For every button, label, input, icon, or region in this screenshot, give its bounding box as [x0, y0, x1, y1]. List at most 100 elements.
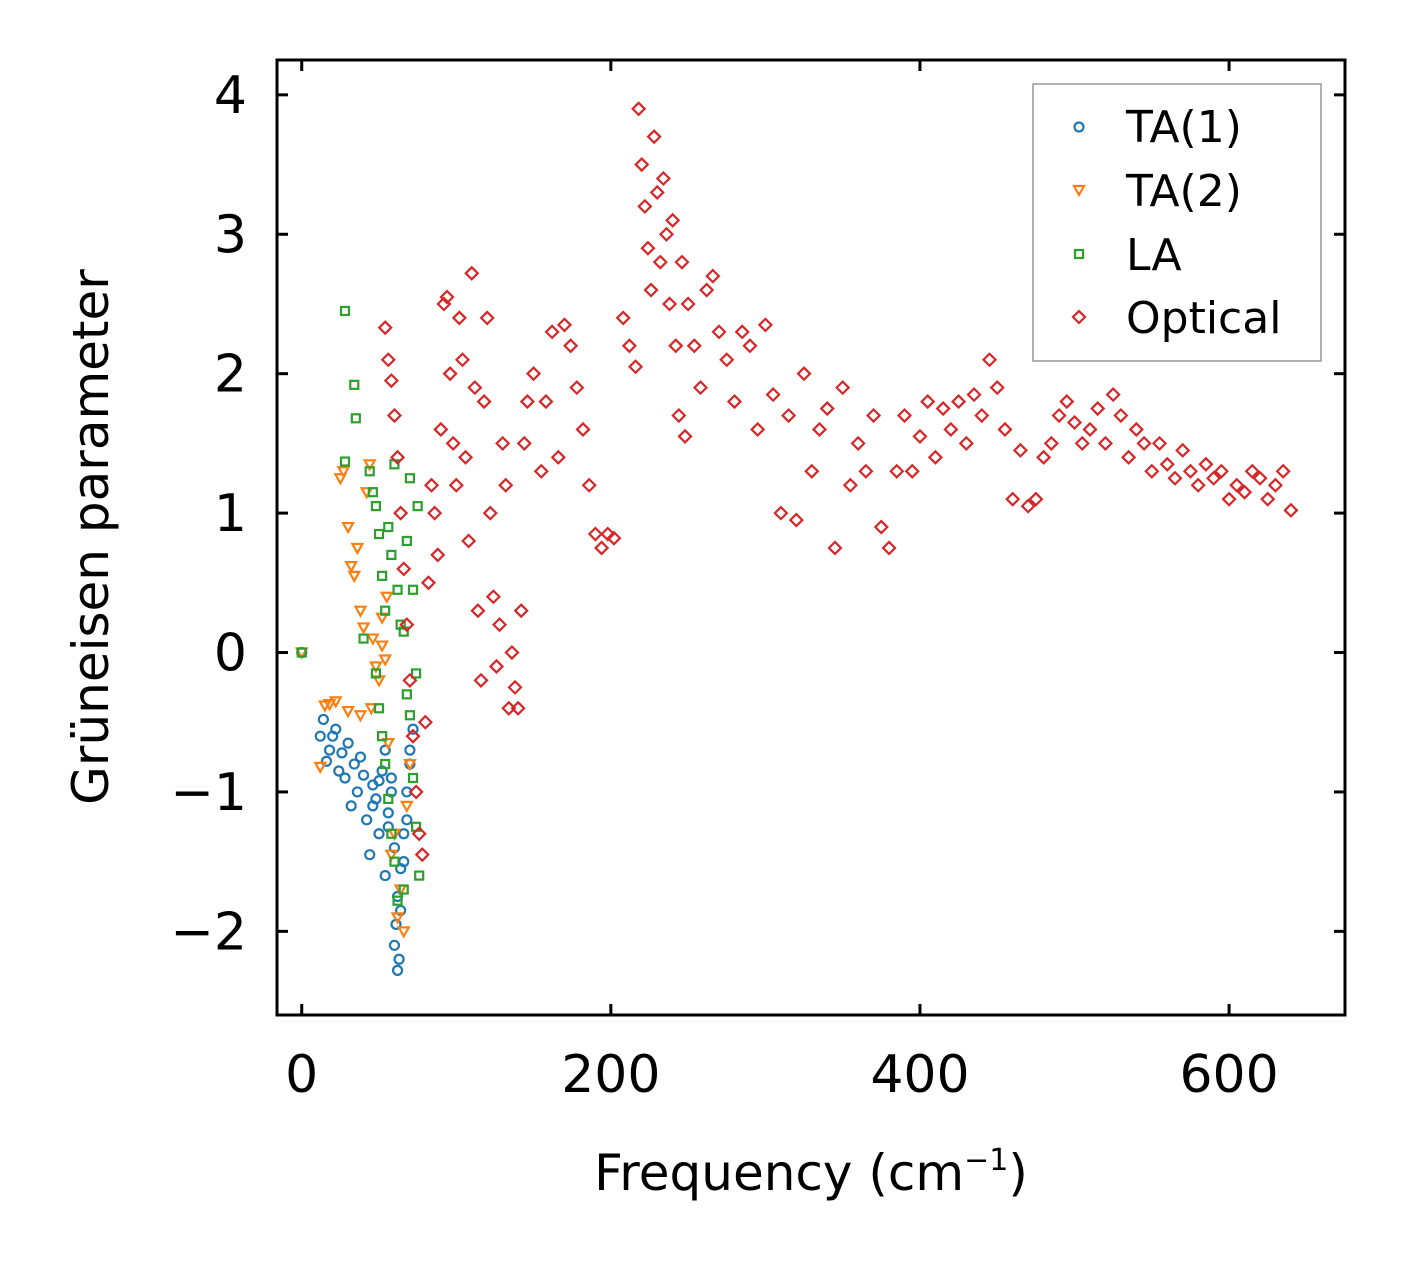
data-point-optical: [773, 505, 789, 521]
data-point-optical: [652, 254, 668, 270]
data-point-optical: [686, 338, 702, 354]
data-point-ta1: [317, 713, 329, 726]
data-point-optical: [1190, 477, 1206, 493]
data-point-optical: [927, 449, 943, 465]
data-point-optical: [943, 421, 959, 438]
data-point-optical: [1260, 491, 1276, 507]
data-point-la: [401, 535, 412, 547]
x-tick-label: 400: [870, 1045, 969, 1105]
data-point-optical: [835, 380, 851, 396]
data-point-optical: [1066, 414, 1083, 431]
data-point-optical: [411, 826, 427, 842]
data-point-optical: [594, 540, 610, 556]
data-point-optical: [427, 505, 443, 521]
data-point-optical: [646, 129, 662, 145]
data-point-la: [380, 605, 391, 616]
data-point-optical: [473, 672, 489, 688]
data-point-optical: [757, 317, 773, 333]
data-point-optical: [380, 352, 396, 368]
data-point-optical: [402, 672, 418, 688]
data-point-optical: [408, 784, 424, 800]
data-point-optical: [671, 407, 687, 424]
data-point-ta1: [330, 723, 342, 735]
data-point-optical: [476, 394, 492, 410]
axis-ticks: 0 200 400 600 −2 −1 0 1 2 3 4: [170, 60, 1345, 1105]
data-point-optical: [1267, 477, 1284, 493]
data-point-ta1: [320, 755, 333, 767]
data-point-optical: [643, 282, 659, 298]
data-point-ta1: [398, 828, 410, 840]
data-point-optical: [1059, 394, 1075, 410]
data-point-ta2: [341, 705, 355, 719]
data-point-la: [386, 549, 397, 561]
data-point-la: [401, 689, 412, 700]
data-point-optical: [470, 603, 486, 619]
data-point-optical: [1074, 435, 1090, 451]
data-point-optical: [665, 212, 681, 228]
data-point-ta1: [388, 939, 401, 951]
data-point-optical: [507, 679, 523, 695]
data-point-optical: [1182, 463, 1198, 479]
data-point-ta2: [341, 521, 355, 535]
data-point-ta1: [348, 758, 360, 770]
legend-marker-optical: [1071, 309, 1087, 325]
data-point-optical: [1229, 477, 1245, 493]
data-point-ta1: [379, 869, 391, 882]
data-point-la: [383, 793, 394, 805]
plot-frame: [275, 58, 1347, 1017]
data-point-optical: [1206, 470, 1222, 486]
data-point-optical: [442, 366, 458, 382]
data-point-la: [392, 584, 403, 595]
data-point-ta1: [342, 737, 354, 749]
data-point-optical: [433, 421, 449, 438]
data-point-optical: [989, 380, 1005, 396]
x-axis-title: Frequency (cm−1): [594, 1143, 1028, 1202]
data-point-optical: [405, 728, 421, 744]
data-point-optical: [448, 477, 464, 493]
data-point-optical: [668, 338, 684, 354]
data-point-la: [367, 487, 378, 498]
data-point-optical: [842, 477, 858, 493]
data-point-ta1: [333, 765, 345, 777]
y-tick-label: 1: [214, 484, 247, 544]
data-point-optical: [705, 268, 721, 284]
data-point-la: [373, 703, 385, 714]
data-point-optical: [781, 407, 797, 424]
data-point-la: [404, 710, 416, 721]
data-point-la: [383, 521, 394, 533]
legend-marker-ta2: [1072, 184, 1086, 198]
data-point-optical: [377, 320, 393, 336]
data-point-optical: [569, 380, 585, 396]
legend-markers: [1071, 121, 1087, 325]
data-point-optical: [393, 505, 409, 521]
y-tick-label: 3: [214, 205, 247, 265]
data-point-ta2: [378, 654, 393, 667]
data-point-optical: [420, 575, 437, 591]
data-point-ta2: [356, 622, 371, 635]
data-point-ta1: [373, 775, 385, 787]
data-point-optical: [488, 658, 505, 675]
data-point-optical: [889, 463, 905, 479]
x-tick-label: 200: [561, 1045, 660, 1105]
data-point-optical: [519, 394, 535, 410]
data-point-la: [358, 633, 369, 644]
data-point-optical: [386, 407, 403, 424]
series-la: [296, 305, 425, 906]
data-point-optical: [1151, 435, 1168, 451]
series-optical: [377, 101, 1299, 863]
data-point-optical: [634, 157, 650, 173]
data-point-optical: [981, 352, 998, 368]
data-point-optical: [649, 184, 665, 201]
data-point-optical: [516, 435, 532, 451]
data-point-optical: [600, 526, 616, 542]
data-point-optical: [935, 400, 951, 417]
data-point-optical: [958, 435, 974, 451]
legend-label-optical: Optical: [1126, 293, 1281, 344]
data-point-optical: [765, 387, 781, 403]
data-point-optical: [750, 421, 766, 438]
data-point-optical: [1113, 407, 1129, 424]
data-point-optical: [1136, 435, 1152, 451]
x-tick-label: 600: [1179, 1045, 1278, 1105]
data-point-ta1: [407, 723, 419, 735]
